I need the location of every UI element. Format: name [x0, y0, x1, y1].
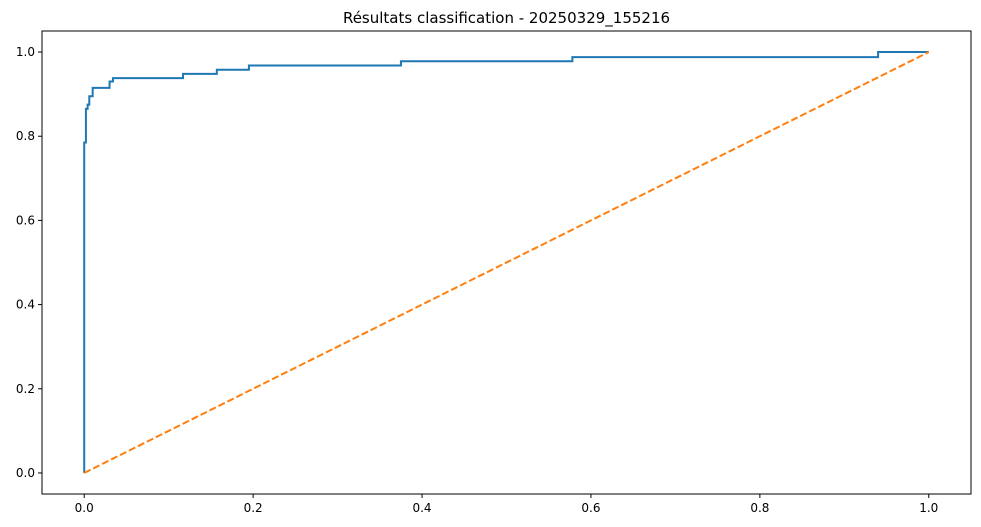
x-axis: 0.0 0.2 0.4 0.6 0.8 1.0	[75, 494, 938, 515]
y-tick-label: 0.8	[16, 129, 35, 143]
y-tick-label: 1.0	[16, 45, 35, 59]
x-tick-label: 0.4	[412, 501, 431, 515]
x-tick-label: 1.0	[919, 501, 938, 515]
y-axis: 0.0 0.2 0.4 0.6 0.8 1.0	[16, 45, 42, 480]
y-tick-label: 0.2	[16, 382, 35, 396]
x-tick-label: 0.6	[581, 501, 600, 515]
x-tick-label: 0.8	[750, 501, 769, 515]
series-line-1	[83, 51, 929, 473]
chart-title: Résultats classification - 20250329_1552…	[343, 9, 670, 28]
y-tick-label: 0.0	[16, 466, 35, 480]
series-line-2	[83, 51, 930, 474]
x-tick-label: 0.2	[244, 501, 263, 515]
y-tick-label: 0.6	[16, 213, 35, 227]
x-tick-label: 0.0	[75, 501, 94, 515]
plot-area	[83, 51, 930, 474]
y-tick-label: 0.4	[16, 298, 35, 312]
axes-frame	[41, 30, 972, 495]
